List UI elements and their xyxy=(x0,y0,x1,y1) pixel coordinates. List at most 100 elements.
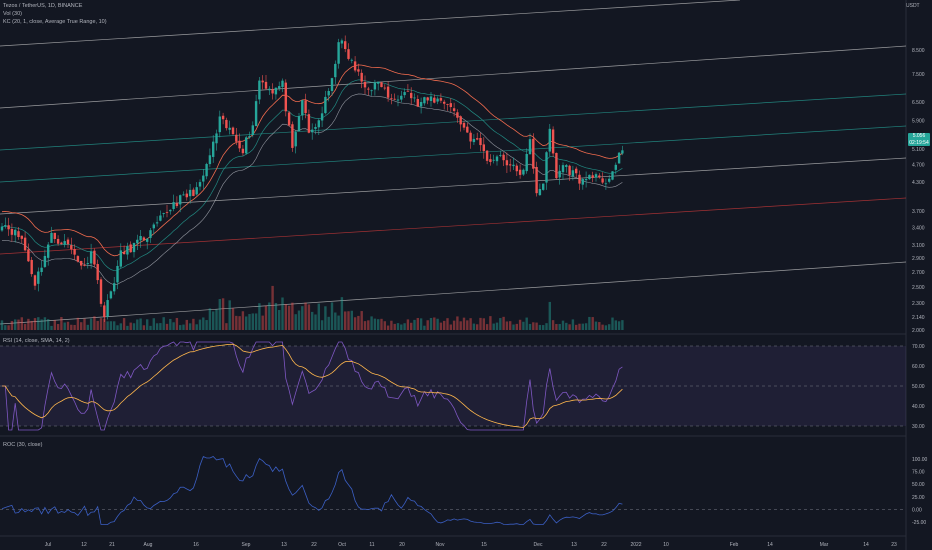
volume-bar xyxy=(452,320,456,330)
volume-bar xyxy=(538,324,542,330)
volume-bar xyxy=(433,317,436,330)
volume-bar xyxy=(535,322,538,330)
candle-body xyxy=(294,132,297,147)
candle-body xyxy=(251,125,254,136)
price-tick-label: 3.700 xyxy=(912,209,925,215)
volume-bar xyxy=(621,320,624,330)
candle-body xyxy=(601,178,604,183)
volume-bar xyxy=(122,318,126,330)
volume-bar xyxy=(70,324,73,330)
volume-bar xyxy=(400,324,403,330)
volume-bar xyxy=(4,325,7,330)
candle-body xyxy=(188,189,192,197)
candle-body xyxy=(403,92,406,96)
volume-bar xyxy=(403,323,406,330)
trend-line xyxy=(0,93,907,151)
time-tick-label: Oct xyxy=(338,542,346,548)
candle-body xyxy=(119,250,122,267)
time-tick-label: Mar xyxy=(820,542,829,548)
volume-bar xyxy=(139,318,142,330)
volume-bar xyxy=(393,323,396,330)
time-tick-label: 14 xyxy=(767,542,773,548)
time-tick-label: 11 xyxy=(369,542,374,548)
volume-bar xyxy=(542,325,545,330)
candle-body xyxy=(241,148,245,154)
candle-body xyxy=(515,165,518,172)
candle-body xyxy=(581,179,584,185)
volume-bar xyxy=(37,317,40,330)
volume-bar xyxy=(221,298,225,330)
volume-bar xyxy=(185,319,188,330)
candle-body xyxy=(324,96,327,114)
candle-body xyxy=(139,235,142,241)
volume-bar xyxy=(109,321,113,330)
price-tick-label: 2.900 xyxy=(912,256,925,262)
candle-body xyxy=(155,222,159,224)
volume-bar xyxy=(505,321,509,330)
volume-bar xyxy=(248,314,251,330)
volume-bar xyxy=(40,319,43,330)
candle-body xyxy=(469,132,472,142)
volume-bar xyxy=(479,317,482,330)
volume-bar xyxy=(129,322,132,330)
candle-body xyxy=(27,249,30,262)
candle-body xyxy=(621,150,624,154)
candle-body xyxy=(225,119,228,129)
candle-body xyxy=(179,195,182,205)
volume-bar xyxy=(271,285,274,330)
volume-bar xyxy=(155,323,159,330)
volume-bar xyxy=(317,303,320,330)
trend-line xyxy=(0,125,907,183)
candle-body xyxy=(40,267,43,273)
price-tick-label: 3.400 xyxy=(912,225,925,231)
volume-bar xyxy=(324,306,327,330)
volume-bar xyxy=(363,321,367,330)
volume-bar xyxy=(410,322,413,330)
keltner-upper xyxy=(1,64,623,257)
candle-body xyxy=(4,225,7,227)
price-tick-label: 5.900 xyxy=(912,119,925,125)
rsi-line xyxy=(2,341,623,431)
candle-body xyxy=(136,239,139,244)
header-vol: Vol (30) xyxy=(3,11,22,17)
candle-body xyxy=(264,81,268,89)
candle-body xyxy=(96,264,99,281)
candle-body xyxy=(182,194,185,196)
candle-body xyxy=(268,88,271,91)
candle-body xyxy=(43,255,47,267)
candle-body xyxy=(327,91,330,96)
candle-body xyxy=(357,69,360,72)
candle-body xyxy=(238,140,241,149)
candle-body xyxy=(235,134,238,142)
price-tick-label: 2.700 xyxy=(912,270,925,276)
volume-bar xyxy=(281,297,284,330)
volume-bar xyxy=(492,323,495,330)
volume-bar xyxy=(30,320,33,330)
volume-bar xyxy=(76,317,80,330)
candle-body xyxy=(406,90,410,92)
volume-bar xyxy=(56,323,60,330)
volume-bar xyxy=(50,325,53,330)
volume-bar xyxy=(528,323,532,330)
volume-bar xyxy=(347,311,350,330)
volume-bar xyxy=(581,323,584,330)
candle-body xyxy=(113,283,116,292)
time-tick-label: Dec xyxy=(534,542,543,548)
volume-bar xyxy=(241,311,245,330)
candle-body xyxy=(611,171,614,180)
volume-bar xyxy=(334,312,337,330)
volume-bar xyxy=(195,324,198,330)
time-tick-label: 20 xyxy=(399,542,405,548)
time-tick-label: 10 xyxy=(663,542,669,548)
volume-bar xyxy=(99,318,103,330)
volume-bar xyxy=(258,303,261,330)
volume-bar xyxy=(218,299,221,330)
candle-body xyxy=(548,128,551,152)
volume-bar xyxy=(261,315,264,330)
candle-body xyxy=(617,152,621,164)
volume-bar xyxy=(518,319,522,330)
candle-body xyxy=(505,160,509,166)
volume-bar xyxy=(301,306,304,330)
volume-bar xyxy=(27,318,30,330)
